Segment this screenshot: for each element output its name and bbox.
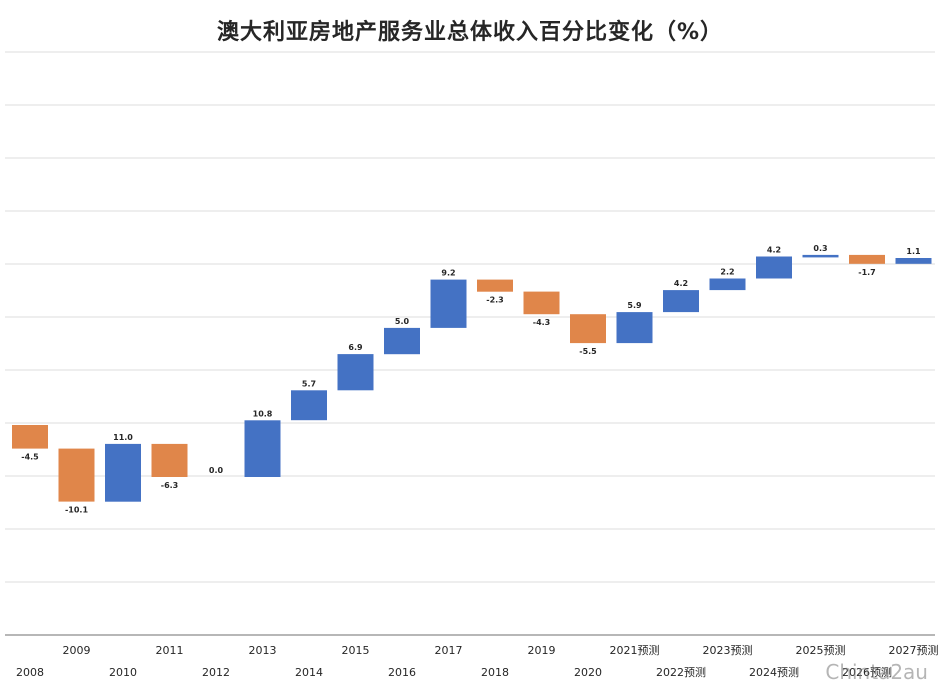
value-label-2011: -6.3 — [161, 481, 179, 490]
category-label-2010: 2010 — [109, 666, 137, 679]
bar-2019 — [523, 291, 560, 315]
value-label-2013: 10.8 — [253, 409, 273, 418]
value-label-2015: 6.9 — [348, 343, 363, 352]
chart-title: 澳大利亚房地产服务业总体收入百分比变化（%） — [216, 20, 724, 45]
bar-2021预测 — [616, 312, 653, 344]
category-label-2026预测: 2026预测 — [842, 666, 892, 679]
value-label-2024预测: 4.2 — [767, 246, 781, 255]
value-label-2022预测: 4.2 — [674, 279, 688, 288]
bar-2024预测 — [756, 256, 792, 279]
value-label-2021预测: 5.9 — [627, 301, 642, 310]
value-label-2023预测: 2.2 — [720, 268, 734, 277]
bar-2017 — [430, 279, 467, 328]
value-label-2019: -4.3 — [533, 318, 551, 327]
category-label-2014: 2014 — [295, 666, 323, 679]
bars — [12, 254, 932, 502]
category-label-2017: 2017 — [435, 644, 463, 657]
bar-2016 — [384, 327, 420, 355]
category-label-2025预测: 2025预测 — [796, 644, 846, 657]
value-labels: -4.5 -10.1 11.0 -6.3 0.0 10.8 5.7 6.9 5.0 9.2 -2.3… — [21, 244, 921, 515]
category-axis-labels: 2008 2009 2010 2011 2012 2013 2014 2015 2016 2017… — [16, 644, 939, 679]
bar-2026预测 — [849, 254, 885, 264]
category-label-2008: 2008 — [16, 666, 44, 679]
bar-2023预测 — [709, 278, 746, 291]
bar-2020 — [570, 314, 606, 344]
value-label-2026预测: -1.7 — [858, 268, 876, 277]
value-label-2010: 11.0 — [113, 433, 133, 442]
category-label-2015: 2015 — [342, 644, 370, 657]
bar-2008 — [12, 425, 48, 449]
category-label-2016: 2016 — [388, 666, 416, 679]
category-label-2022预测: 2022预测 — [656, 666, 706, 679]
bar-2018 — [477, 279, 513, 292]
category-label-2020: 2020 — [574, 666, 602, 679]
value-label-2025预测: 0.3 — [813, 244, 827, 253]
category-label-2012: 2012 — [202, 666, 230, 679]
bar-2010 — [105, 443, 141, 502]
bar-2025预测 — [802, 254, 839, 258]
bar-2013 — [244, 420, 281, 477]
bar-2011 — [151, 443, 188, 477]
category-label-2011: 2011 — [156, 644, 184, 657]
category-label-2018: 2018 — [481, 666, 509, 679]
bar-2027预测 — [895, 258, 932, 264]
bar-2014 — [291, 390, 327, 421]
category-label-2021预测: 2021预测 — [610, 644, 660, 657]
category-label-2027预测: 2027预测 — [889, 644, 939, 657]
bar-2015 — [337, 354, 374, 391]
category-label-2019: 2019 — [528, 644, 556, 657]
value-label-2020: -5.5 — [579, 347, 597, 356]
value-label-2008: -4.5 — [21, 453, 39, 462]
bar-2022预测 — [663, 290, 699, 313]
value-label-2012: 0.0 — [209, 466, 224, 475]
bar-2009 — [58, 448, 95, 502]
category-label-2023预测: 2023预测 — [703, 644, 753, 657]
value-label-2016: 5.0 — [395, 317, 410, 326]
gridlines — [5, 51, 935, 636]
category-label-2009: 2009 — [63, 644, 91, 657]
watermark-text: Chinta2au — [825, 660, 928, 684]
value-label-2027预测: 1.1 — [906, 247, 921, 256]
value-label-2017: 9.2 — [441, 269, 455, 278]
value-label-2014: 5.7 — [302, 379, 316, 388]
category-label-2024预测: 2024预测 — [749, 666, 799, 679]
value-label-2009: -10.1 — [65, 506, 88, 515]
category-label-2013: 2013 — [249, 644, 277, 657]
value-label-2018: -2.3 — [486, 296, 504, 305]
